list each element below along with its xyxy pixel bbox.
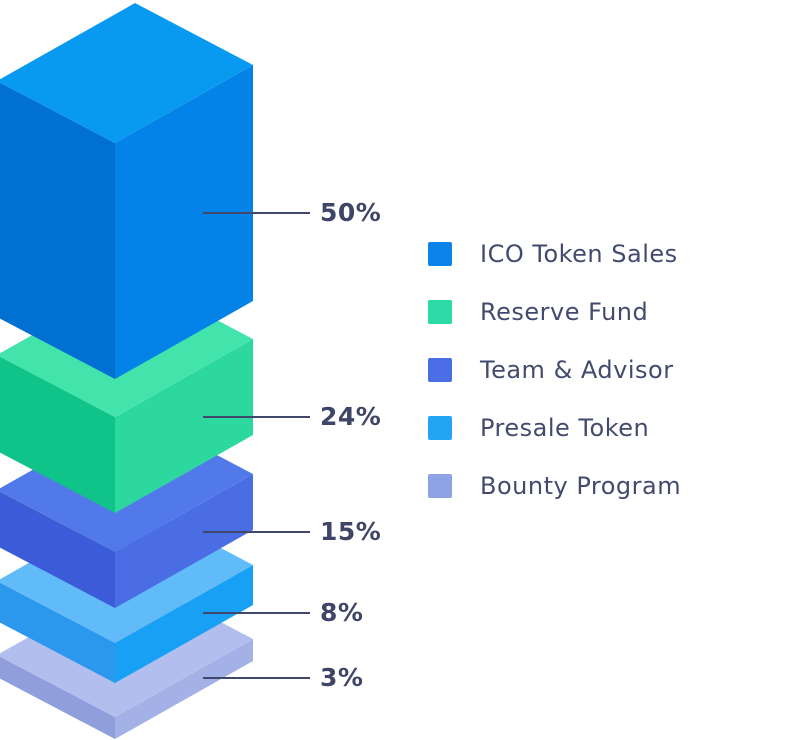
legend-swatch-presale-token xyxy=(428,416,452,440)
box-left-face-presale-token xyxy=(0,582,115,683)
legend-label: Reserve Fund xyxy=(480,298,649,326)
box-left-face-team-advisor xyxy=(0,491,115,608)
box-left-face-ico-token-sales xyxy=(0,82,115,379)
box-left-face-bounty-program xyxy=(0,656,115,739)
legend-row: ICO Token Sales xyxy=(428,240,681,268)
box-left-face-reserve-fund xyxy=(0,356,115,513)
percent-label: 8% xyxy=(320,598,364,627)
legend-row: Reserve Fund xyxy=(428,298,681,326)
percent-label: 50% xyxy=(320,198,382,227)
box-top-face-ico-token-sales xyxy=(0,3,253,143)
box-right-face-presale-token xyxy=(115,565,253,683)
box-right-face-ico-token-sales xyxy=(115,65,253,379)
legend-label: Presale Token xyxy=(480,414,650,442)
legend-label: Bounty Program xyxy=(480,472,682,500)
percent-label: 24% xyxy=(320,402,382,431)
box-right-face-team-advisor xyxy=(115,474,253,608)
percent-label: 15% xyxy=(320,517,382,546)
percent-label: 3% xyxy=(320,663,364,692)
legend-row: Team & Advisor xyxy=(428,356,681,384)
legend-swatch-bounty-program xyxy=(428,474,452,498)
box-right-face-reserve-fund xyxy=(115,339,253,513)
legend-swatch-team-advisor xyxy=(428,358,452,382)
legend: ICO Token Sales Reserve Fund Team & Advi… xyxy=(428,240,682,532)
legend-label: ICO Token Sales xyxy=(480,240,678,268)
legend-label: Team & Advisor xyxy=(480,356,674,384)
legend-swatch-ico-token-sales xyxy=(428,242,452,266)
legend-row: Bounty Program xyxy=(428,472,682,500)
box-right-face-bounty-program xyxy=(115,639,253,739)
legend-row: Presale Token xyxy=(428,414,681,442)
legend-swatch-reserve-fund xyxy=(428,300,452,324)
